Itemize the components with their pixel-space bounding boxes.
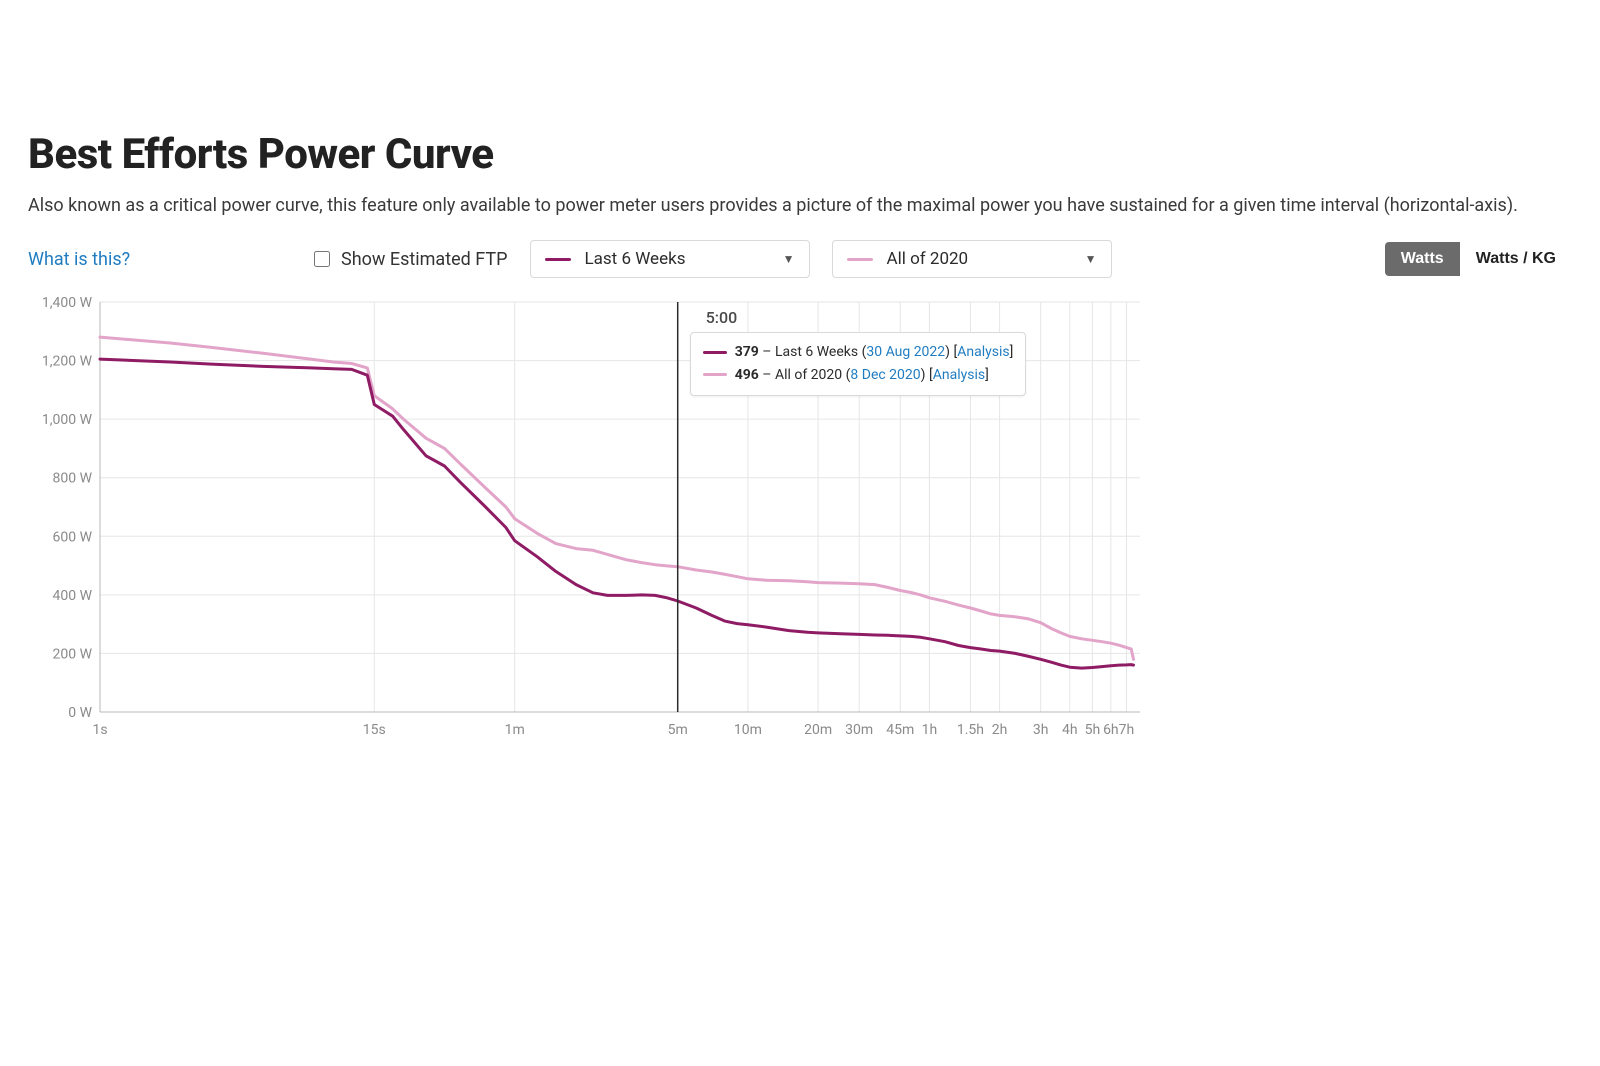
tooltip-date-link[interactable]: 8 Dec 2020	[850, 367, 920, 383]
svg-text:5h: 5h	[1085, 722, 1101, 738]
caret-down-icon: ▼	[783, 252, 795, 266]
tooltip-row: 379 – Last 6 Weeks (30 Aug 2022) [Analys…	[703, 341, 1014, 363]
svg-text:400 W: 400 W	[53, 588, 93, 604]
svg-text:5m: 5m	[668, 722, 688, 738]
ftp-checkbox-label: Show Estimated FTP	[341, 249, 508, 270]
range-a-chip	[545, 258, 571, 261]
svg-text:800 W: 800 W	[53, 471, 93, 487]
tooltip-analysis-link[interactable]: Analysis	[957, 344, 1009, 360]
svg-text:1.5h: 1.5h	[957, 722, 984, 738]
svg-text:0 W: 0 W	[68, 705, 92, 721]
svg-text:1,200 W: 1,200 W	[42, 354, 93, 370]
range-b-chip	[847, 258, 873, 261]
svg-text:10m: 10m	[734, 722, 762, 738]
svg-text:1,000 W: 1,000 W	[42, 412, 93, 428]
tooltip-chip	[703, 351, 727, 354]
svg-text:45m: 45m	[886, 722, 914, 738]
ftp-checkbox[interactable]	[314, 251, 330, 267]
svg-text:3h: 3h	[1033, 722, 1049, 738]
range-a-label: Last 6 Weeks	[585, 249, 686, 269]
tooltip-analysis-link[interactable]: Analysis	[933, 367, 985, 383]
power-curve-chart[interactable]: 0 W 200 W 400 W 600 W 800 W 1,000 W 1,200 W 1,4…	[28, 292, 1572, 752]
tooltip-date-link[interactable]: 30 Aug 2022	[866, 344, 945, 360]
range-select-a[interactable]: Last 6 Weeks ▼	[530, 240, 810, 278]
svg-text:1h: 1h	[922, 722, 938, 738]
svg-text:15s: 15s	[363, 722, 386, 738]
unit-toggle-wkg[interactable]: Watts / KG	[1460, 242, 1572, 276]
caret-down-icon: ▼	[1085, 252, 1097, 266]
controls-row: What is this? Show Estimated FTP Last 6 …	[28, 240, 1572, 278]
page-subtitle: Also known as a critical power curve, th…	[28, 193, 1572, 218]
svg-text:1,400 W: 1,400 W	[42, 295, 93, 311]
svg-text:20m: 20m	[804, 722, 832, 738]
unit-toggle-watts[interactable]: Watts	[1385, 242, 1460, 276]
svg-text:600 W: 600 W	[53, 529, 93, 545]
range-b-label: All of 2020	[887, 249, 969, 269]
svg-text:200 W: 200 W	[53, 647, 93, 663]
range-select-b[interactable]: All of 2020 ▼	[832, 240, 1112, 278]
svg-text:2h: 2h	[992, 722, 1008, 738]
svg-text:4h: 4h	[1062, 722, 1078, 738]
svg-text:7h: 7h	[1119, 722, 1135, 738]
help-link[interactable]: What is this?	[28, 249, 288, 270]
svg-text:1s: 1s	[92, 722, 107, 738]
svg-text:1m: 1m	[505, 722, 525, 738]
tooltip-title: 5:00	[706, 308, 738, 327]
tooltip: 379 – Last 6 Weeks (30 Aug 2022) [Analys…	[690, 332, 1027, 396]
tooltip-chip	[703, 373, 727, 376]
unit-toggle: Watts Watts / KG	[1385, 242, 1572, 276]
ftp-checkbox-wrap[interactable]: Show Estimated FTP	[310, 248, 508, 270]
tooltip-row: 496 – All of 2020 (8 Dec 2020) [Analysis…	[703, 364, 1014, 386]
page-title: Best Efforts Power Curve	[28, 130, 1572, 179]
svg-text:30m: 30m	[845, 722, 873, 738]
svg-text:6h: 6h	[1103, 722, 1119, 738]
